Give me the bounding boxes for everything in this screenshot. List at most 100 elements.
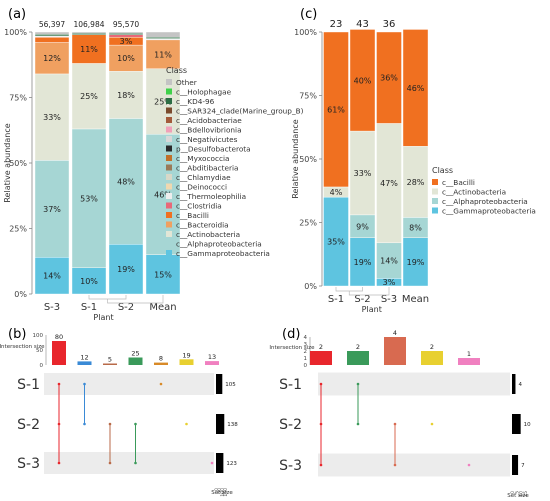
set-size-value: 7 <box>521 463 525 469</box>
legend-swatch <box>166 212 172 218</box>
bar-segment <box>145 68 181 135</box>
y-tick-label: 100% <box>294 28 317 37</box>
set-size-value: 138 <box>227 422 238 428</box>
bar-segment <box>108 31 144 34</box>
bar-value-label: 37% <box>43 205 61 214</box>
x-axis-label: Plant <box>93 313 113 322</box>
set-size-tick: 100 <box>220 488 226 497</box>
bar-segment <box>108 118 144 245</box>
bar-value-label: 3% <box>383 278 396 287</box>
set-size-bar <box>512 374 516 394</box>
intersection-bar <box>205 361 219 365</box>
intersection-bar <box>179 359 194 365</box>
intersection-axis-label: Intersection size <box>269 345 315 351</box>
matrix-dot <box>83 382 86 386</box>
set-size-tick: 15 <box>523 491 529 497</box>
bar-value-label: 10% <box>80 277 98 286</box>
legend-label: c__Alphaproteobacteria <box>176 240 262 249</box>
y-tick-label: 50% <box>9 159 27 168</box>
bar-value-label: 15% <box>154 270 172 279</box>
bar-value-label: 33% <box>354 169 372 178</box>
legend-swatch <box>166 145 172 152</box>
legend-swatch <box>166 202 172 209</box>
intersection-bar <box>103 363 117 365</box>
legend-title: Class <box>166 66 187 75</box>
matrix-row-band <box>318 453 510 477</box>
bar-value-label: 4% <box>330 188 343 197</box>
set-name: S-3 <box>17 456 40 472</box>
bar-value-label: 25% <box>80 92 98 101</box>
legend-label: c__Clostridia <box>176 202 222 211</box>
legend-swatch <box>166 79 172 85</box>
y-tick-label: 25% <box>9 225 27 234</box>
intersection-bar <box>421 351 443 365</box>
set-name: S-2 <box>279 417 302 433</box>
legend-swatch <box>166 250 172 256</box>
legend-swatch <box>166 174 172 180</box>
legend-label: p__Desulfobacterota <box>176 145 251 154</box>
bar-value-label: 19% <box>354 258 372 267</box>
y-tick-label: 0% <box>304 282 317 291</box>
bar-value-label: 18% <box>117 91 135 100</box>
set-size-value: 4 <box>518 382 522 388</box>
bar-segment <box>71 34 107 64</box>
bar-value-label: 36% <box>380 74 398 83</box>
intersection-bar <box>52 341 66 365</box>
panel-a-label: (a) <box>8 7 26 22</box>
legend-label: c__Actinobacteria <box>176 230 240 239</box>
legend-swatch <box>166 240 172 247</box>
matrix-row-band <box>318 372 510 396</box>
category-label: S-2 <box>118 302 134 313</box>
bar-segment <box>34 34 70 37</box>
bar-segment <box>376 123 402 244</box>
intersection-tick: 0 <box>40 363 44 369</box>
legend-label: c__Thermoleophilia <box>176 192 246 201</box>
matrix-dot <box>356 422 360 426</box>
set-size-axis-label: Set size <box>211 490 233 496</box>
bar-segment <box>34 160 70 258</box>
bar-value-label: 10% <box>117 54 135 63</box>
intersection-bar <box>347 351 369 365</box>
bar-segment <box>145 39 181 69</box>
bar-segment <box>376 242 402 279</box>
bar-segment <box>349 130 376 216</box>
bar-segment <box>108 71 144 119</box>
y-tick-label: 100% <box>4 28 27 37</box>
set-size-bar <box>216 374 223 394</box>
intersection-size-label: 25 <box>131 350 139 358</box>
legend-swatch <box>166 117 172 123</box>
matrix-dot <box>393 463 397 467</box>
set-size-value: 10 <box>524 422 531 428</box>
legend-swatch <box>166 136 172 142</box>
legend-swatch <box>166 164 172 171</box>
bar-segment <box>376 31 402 124</box>
legend-label: c__Deinococci <box>176 183 227 192</box>
legend-swatch <box>166 126 172 133</box>
dendrogram <box>88 295 164 304</box>
legend-label: c__Gammaproteobacteria <box>176 249 270 258</box>
intersection-bar <box>128 357 143 365</box>
matrix-dot <box>57 382 61 386</box>
bar-segment <box>323 31 349 188</box>
bar-segment <box>323 196 349 287</box>
legend-swatch <box>166 231 172 237</box>
bar-segment <box>108 44 144 72</box>
y-axis-label: Relative abundance <box>291 119 300 198</box>
legend-label: Other <box>176 78 197 87</box>
bar-value-label: 48% <box>117 177 135 186</box>
set-size-value: 123 <box>226 461 237 467</box>
intersection-bar <box>154 362 168 365</box>
bar-value-label: 3% <box>120 37 133 46</box>
legend-label: c__Myxococcia <box>176 154 229 163</box>
intersection-size-label: 2 <box>319 343 323 351</box>
bar-value-label: 46% <box>407 84 425 93</box>
legend-label: c__Bacteroidia <box>176 221 229 230</box>
matrix-dot <box>108 422 112 426</box>
x-axis-label: Plant <box>362 305 382 314</box>
intersection-tick: 100 <box>33 333 44 339</box>
legend-swatch <box>432 188 438 195</box>
bar-segment <box>349 29 376 132</box>
legend-swatch <box>432 179 438 185</box>
legend-swatch <box>432 198 438 204</box>
